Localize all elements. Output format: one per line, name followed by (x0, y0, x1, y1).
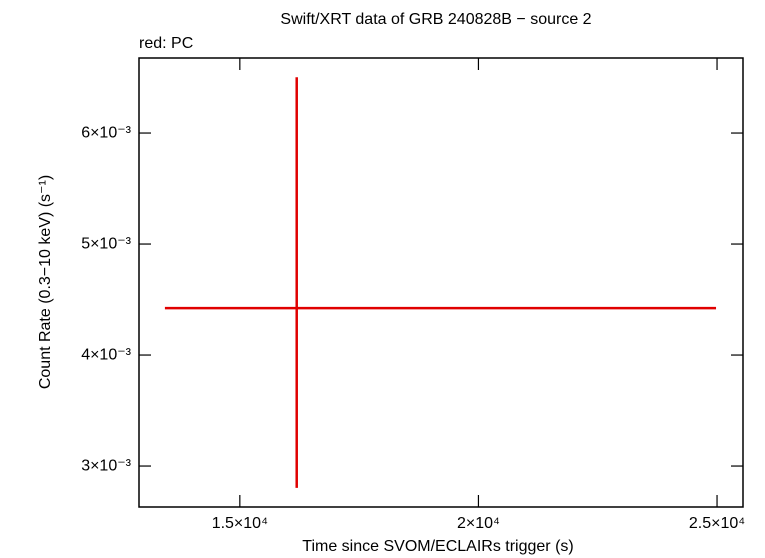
x-tick-label: 1.5×10⁴ (212, 515, 268, 532)
x-tick-label: 2×10⁴ (457, 515, 500, 532)
y-tick-label: 3×10⁻³ (81, 457, 131, 474)
y-tick-label: 5×10⁻³ (81, 235, 131, 252)
x-tick-label: 2.5×10⁴ (689, 515, 745, 532)
y-axis-label: Count Rate (0.3−10 keV) (s⁻¹) (37, 175, 54, 389)
chart-title: Swift/XRT data of GRB 240828B − source 2 (280, 11, 591, 28)
plot-frame (138, 57, 744, 508)
y-tick-label: 4×10⁻³ (81, 346, 131, 363)
x-axis-label: Time since SVOM/ECLAIRs trigger (s) (302, 538, 573, 555)
y-tick-label: 6×10⁻³ (81, 124, 131, 141)
annotation: red: PC (139, 35, 193, 52)
